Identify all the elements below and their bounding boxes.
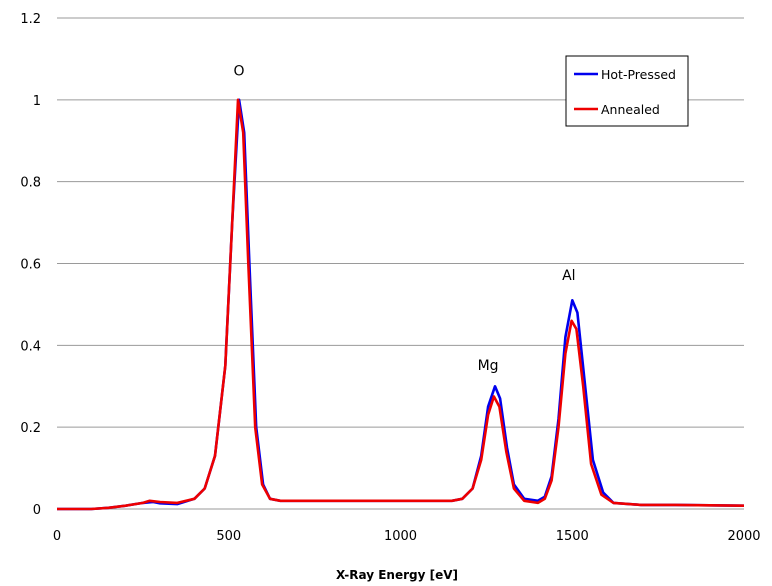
series-line-hot-pressed bbox=[57, 98, 745, 511]
x-tick-label: 0 bbox=[53, 529, 61, 544]
y-axis-ticks: 0 0.2 0.4 0.6 0.8 1 1.2 bbox=[20, 12, 41, 518]
annotation-bg bbox=[549, 264, 588, 286]
x-tick-label: 1000 bbox=[384, 529, 417, 544]
peak-label: O bbox=[234, 63, 245, 79]
peak-label: Mg bbox=[478, 358, 499, 374]
annotation-bg bbox=[225, 60, 254, 82]
series-line-annealed bbox=[57, 98, 745, 511]
legend: Hot-Pressed Annealed bbox=[565, 55, 689, 127]
x-axis-ticks: 0 500 1000 1500 2000 bbox=[53, 529, 761, 544]
x-tick-label: 500 bbox=[216, 529, 241, 544]
y-tick-label: 0.8 bbox=[20, 176, 41, 191]
series-layer bbox=[57, 98, 745, 511]
x-axis-label: X-Ray Energy [eV] bbox=[336, 568, 458, 582]
grid-lines bbox=[57, 17, 744, 510]
legend-label: Hot-Pressed bbox=[601, 67, 676, 82]
legend-label: Annealed bbox=[601, 102, 660, 117]
annotation-bg bbox=[469, 354, 508, 376]
peak-label: Al bbox=[562, 268, 575, 284]
y-tick-label: 0.4 bbox=[20, 339, 41, 354]
x-tick-label: 1500 bbox=[556, 529, 589, 544]
y-tick-label: 0.2 bbox=[20, 421, 41, 436]
legend-box bbox=[565, 55, 689, 127]
x-tick-label: 2000 bbox=[727, 529, 760, 544]
y-tick-label: 1 bbox=[33, 94, 41, 109]
y-tick-label: 0.6 bbox=[20, 258, 41, 273]
y-tick-label: 1.2 bbox=[20, 12, 41, 27]
y-tick-label: 0 bbox=[33, 503, 41, 518]
peak-annotations: O Mg Al bbox=[225, 60, 588, 376]
